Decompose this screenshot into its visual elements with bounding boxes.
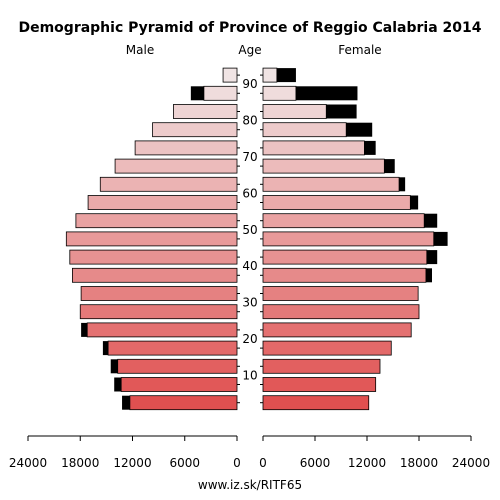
male-bar-35-39 <box>72 267 238 283</box>
male-bar-20-24 <box>86 322 238 338</box>
female-excess-35-39 <box>425 268 432 283</box>
male-bar-85-89 <box>203 85 238 101</box>
age-label-60: 60 <box>242 186 257 200</box>
age-label-20: 20 <box>242 332 257 346</box>
female-excess-80-84 <box>326 104 357 119</box>
female-excess-40-44 <box>426 250 438 265</box>
age-label-50: 50 <box>242 223 257 237</box>
female-bar-45-49 <box>262 231 435 247</box>
male-excess-15-19 <box>102 341 109 356</box>
male-bar-50-54 <box>75 213 238 229</box>
female-bar-75-79 <box>262 122 347 138</box>
age-label-40: 40 <box>242 259 257 273</box>
male-bar-70-74 <box>134 140 238 156</box>
female-bar-65-69 <box>262 158 385 174</box>
female-header: Female <box>338 43 381 57</box>
male-header: Male <box>126 43 154 57</box>
female-excess-90+ <box>276 68 296 83</box>
male-excess-5-9 <box>114 377 122 392</box>
male-bar-40-44 <box>69 249 238 265</box>
age-label-70: 70 <box>242 150 257 164</box>
male-bar-65-69 <box>114 158 238 174</box>
female-excess-65-69 <box>384 159 395 174</box>
male-bar-15-19 <box>107 340 238 356</box>
male-x-label-6000: 6000 <box>169 456 200 470</box>
male-bar-10-14 <box>117 358 238 374</box>
female-bar-60-64 <box>262 176 400 192</box>
female-bar-0-4 <box>262 395 370 411</box>
female-bar-35-39 <box>262 267 427 283</box>
female-excess-60-64 <box>399 177 406 192</box>
male-excess-0-4 <box>122 395 130 410</box>
female-bar-80-84 <box>262 104 327 119</box>
female-bar-55-59 <box>262 195 411 210</box>
male-excess-20-24 <box>81 322 88 337</box>
male-bars <box>65 67 238 411</box>
female-x-label-18000: 18000 <box>400 456 438 470</box>
female-bar-50-54 <box>262 213 425 229</box>
male-x-label-18000: 18000 <box>61 456 99 470</box>
male-bar-45-49 <box>65 231 238 247</box>
female-bars <box>262 67 448 411</box>
female-bar-15-19 <box>262 340 392 356</box>
male-bar-60-64 <box>99 176 238 192</box>
male-bar-25-29 <box>79 304 238 320</box>
male-excess-85-89 <box>190 86 204 101</box>
male-excess-10-14 <box>110 359 118 374</box>
male-bar-90+ <box>222 67 238 83</box>
male-bar-5-9 <box>120 377 238 392</box>
female-excess-45-49 <box>433 231 448 246</box>
female-x-label-0: 0 <box>259 456 267 470</box>
male-bar-0-4 <box>129 395 238 411</box>
male-bar-30-34 <box>80 286 238 301</box>
male-bar-80-84 <box>173 104 238 119</box>
female-excess-55-59 <box>410 195 419 210</box>
male-x-label-0: 0 <box>233 456 241 470</box>
female-x-axis: 0 6000 12000 18000 24000 <box>259 435 490 470</box>
male-bar-75-79 <box>152 122 238 138</box>
age-label-80: 80 <box>242 114 257 128</box>
female-excess-70-74 <box>364 140 376 155</box>
female-bar-40-44 <box>262 249 428 265</box>
female-x-label-12000: 12000 <box>348 456 386 470</box>
age-label-90: 90 <box>242 77 257 91</box>
female-bar-70-74 <box>262 140 365 156</box>
age-label-10: 10 <box>242 368 257 382</box>
female-bar-85-89 <box>262 85 297 101</box>
female-excess-50-54 <box>424 213 438 228</box>
age-label-30: 30 <box>242 296 257 310</box>
female-bar-90+ <box>262 67 278 83</box>
age-axis: 10 20 30 40 50 60 70 80 90 <box>237 74 263 404</box>
female-x-label-24000: 24000 <box>452 456 490 470</box>
female-bar-25-29 <box>262 304 420 320</box>
footer-url: www.iz.sk/RITF65 <box>198 478 302 492</box>
female-x-label-6000: 6000 <box>300 456 331 470</box>
female-excess-85-89 <box>295 86 358 101</box>
male-x-axis: 24000 18000 12000 6000 0 <box>9 435 241 470</box>
male-bar-55-59 <box>87 195 238 210</box>
female-excess-75-79 <box>346 122 373 137</box>
female-bar-30-34 <box>262 286 419 301</box>
chart-title: Demographic Pyramid of Province of Reggi… <box>18 20 481 36</box>
male-x-label-24000: 24000 <box>9 456 47 470</box>
female-bar-5-9 <box>262 377 377 392</box>
female-bar-10-14 <box>262 358 381 374</box>
age-header: Age <box>238 43 261 57</box>
female-bar-20-24 <box>262 322 412 338</box>
male-x-label-12000: 12000 <box>113 456 151 470</box>
